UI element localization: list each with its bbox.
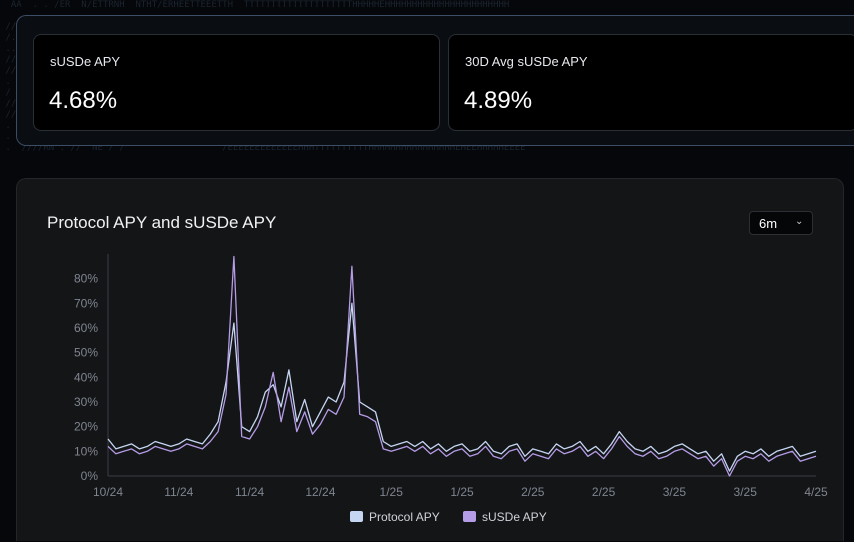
series-lines bbox=[107, 255, 817, 477]
y-tick-label: 10% bbox=[74, 444, 98, 458]
y-tick-label: 0% bbox=[81, 469, 99, 483]
chart-legend: Protocol APY sUSDe APY bbox=[350, 510, 547, 524]
chart-panel: Protocol APY and sUSDe APY 6m ⌄ 0% 10% 20%… bbox=[16, 178, 844, 541]
y-tick-label: 20% bbox=[74, 420, 98, 434]
x-tick-label: 10/24 bbox=[93, 485, 123, 499]
legend-swatch bbox=[463, 511, 476, 522]
x-tick-label: 1/25 bbox=[380, 485, 404, 499]
y-tick-label: 70% bbox=[74, 296, 98, 310]
x-tick-label: 4/25 bbox=[804, 485, 828, 499]
y-tick-label: 80% bbox=[74, 272, 98, 286]
y-tick-label: 30% bbox=[74, 395, 98, 409]
x-tick-label: 3/25 bbox=[734, 485, 758, 499]
y-tick-label: 60% bbox=[74, 321, 98, 335]
time-range-value: 6m bbox=[759, 216, 778, 231]
chevron-down-icon: ⌄ bbox=[795, 216, 804, 227]
x-tick-label: 12/24 bbox=[305, 485, 335, 499]
x-tick-label: 2/25 bbox=[521, 485, 545, 499]
y-tick-label: 40% bbox=[74, 370, 98, 384]
legend-label[interactable]: Protocol APY bbox=[369, 510, 440, 524]
avg-susde-apy-label: 30D Avg sUSDe APY bbox=[465, 54, 588, 69]
apy-chart: 0% 10% 20% 30% 40% 50% 60% 70% 80% 10/24 11/24 11/… bbox=[74, 254, 828, 524]
x-tick-label: 2/25 bbox=[592, 485, 616, 499]
x-tick-label: 1/25 bbox=[450, 485, 474, 499]
y-tick-label: 50% bbox=[74, 346, 98, 360]
susde-apy-value: 4.68% bbox=[49, 87, 118, 114]
time-range-select[interactable]: 6m ⌄ bbox=[749, 211, 813, 235]
avg-susde-apy-value: 4.89% bbox=[464, 87, 533, 114]
y-axis-ticks: 0% 10% 20% 30% 40% 50% 60% 70% 80% bbox=[74, 272, 98, 483]
x-tick-label: 11/24 bbox=[235, 485, 264, 499]
susde-apy-card: sUSDe APY 4.68% bbox=[33, 34, 440, 131]
legend-swatch bbox=[350, 511, 363, 522]
x-tick-label: 3/25 bbox=[663, 485, 687, 499]
avg-susde-apy-card: 30D Avg sUSDe APY 4.89% bbox=[448, 34, 854, 131]
series-line-susde-apy bbox=[107, 255, 817, 477]
chart-title: Protocol APY and sUSDe APY bbox=[47, 213, 277, 232]
stats-panel: sUSDe APY 4.68% 30D Avg sUSDe APY 4.89% bbox=[16, 15, 854, 146]
x-tick-label: 11/24 bbox=[164, 485, 193, 499]
series-line-protocol-apy bbox=[107, 302, 817, 472]
susde-apy-label: sUSDe APY bbox=[50, 54, 121, 69]
x-axis-ticks: 10/24 11/24 11/24 12/24 1/25 1/25 2/25 2/25 3/25… bbox=[93, 485, 828, 499]
legend-label[interactable]: sUSDe APY bbox=[482, 510, 547, 524]
